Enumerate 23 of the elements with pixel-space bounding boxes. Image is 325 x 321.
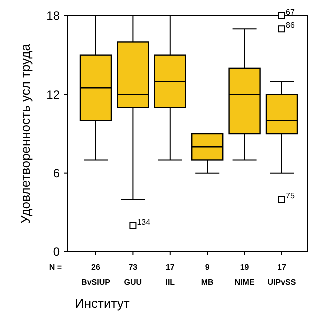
- y-tick-label: 6: [53, 166, 60, 181]
- x-axis-title: Институт: [75, 296, 130, 311]
- annotation: 17: [278, 263, 287, 272]
- x-tick-label: MB: [201, 278, 214, 287]
- y-tick-label: 12: [46, 88, 60, 102]
- annotation: 17: [166, 263, 176, 272]
- y-axis-title: Удовлетворенность усл труда: [18, 43, 33, 224]
- annotation: 19: [240, 263, 250, 272]
- x-tick-label: IIL: [166, 278, 176, 287]
- annotation: 9: [205, 263, 210, 272]
- y-tick-label: 0: [53, 245, 60, 260]
- annotation: 67: [286, 8, 296, 17]
- x-tick-label: GUU: [124, 278, 142, 287]
- annotation: 73: [128, 263, 138, 272]
- x-tick-label: UIPvSS: [268, 278, 297, 287]
- y-tick-label: 18: [46, 9, 60, 24]
- x-tick-label: NIME: [234, 278, 256, 287]
- annotation: 75: [286, 192, 296, 201]
- text: N =: [49, 263, 62, 272]
- annotation: 134: [137, 218, 152, 227]
- annotation: 86: [286, 21, 296, 30]
- x-tick-label: BvSIUP: [82, 278, 112, 287]
- annotation: 26: [92, 263, 101, 272]
